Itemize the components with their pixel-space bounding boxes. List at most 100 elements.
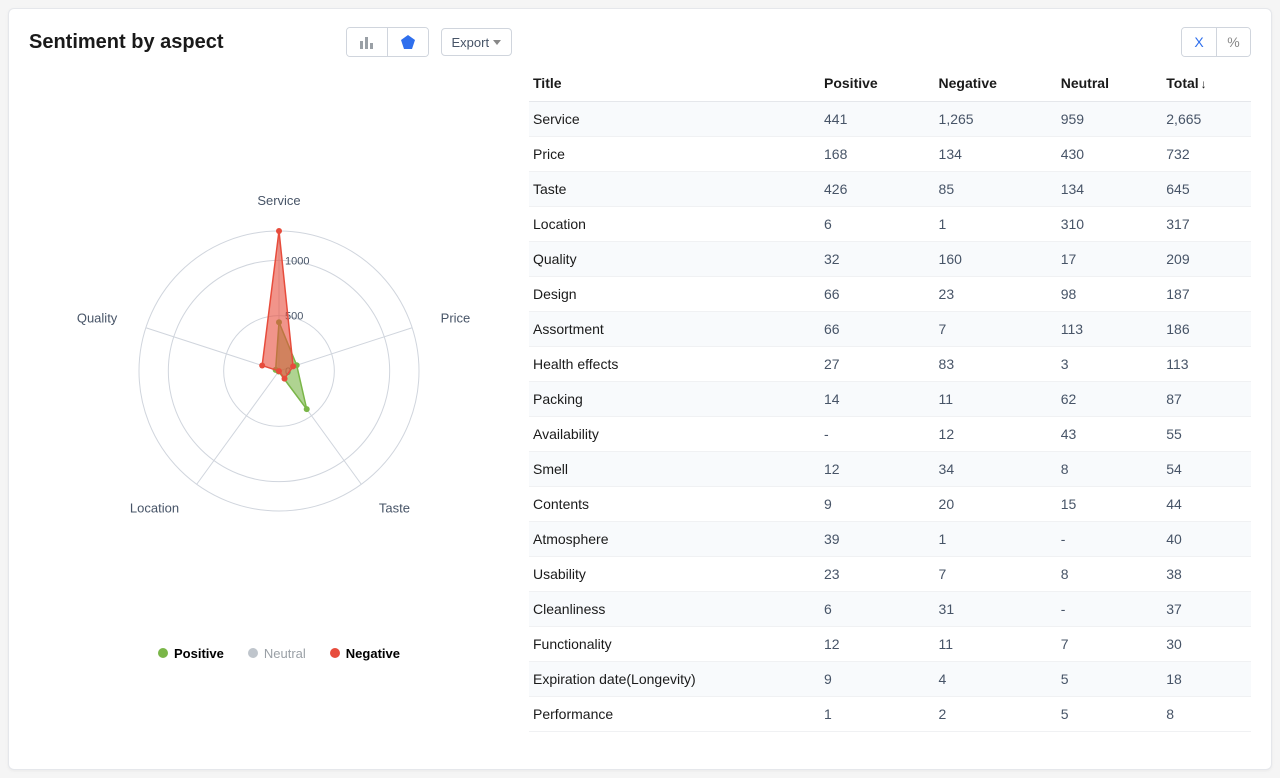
table-row[interactable]: Availability-124355	[529, 417, 1251, 452]
table-row[interactable]: Usability237838	[529, 557, 1251, 592]
column-header-neutral[interactable]: Neutral	[1053, 65, 1159, 102]
card-title: Sentiment by aspect	[29, 31, 224, 54]
radar-axis-label: Location	[130, 500, 179, 515]
column-header-positive[interactable]: Positive	[816, 65, 931, 102]
table-row[interactable]: Performance1258	[529, 697, 1251, 732]
cell-negative: 31	[931, 592, 1053, 627]
cell-title: Functionality	[529, 627, 816, 662]
radar-point	[276, 368, 282, 374]
export-label: Export	[452, 35, 490, 50]
table-row[interactable]: Expiration date(Longevity)94518	[529, 662, 1251, 697]
cell-positive: 32	[816, 242, 931, 277]
radar-point	[259, 362, 265, 368]
table-row[interactable]: Contents9201544	[529, 487, 1251, 522]
column-header-negative[interactable]: Negative	[931, 65, 1053, 102]
radar-chart-button[interactable]	[387, 28, 428, 56]
cell-negative: 1	[931, 522, 1053, 557]
cell-total: 732	[1158, 137, 1251, 172]
cell-total: 2,665	[1158, 102, 1251, 137]
bar-chart-button[interactable]	[347, 28, 387, 56]
cell-positive: 9	[816, 487, 931, 522]
cell-negative: 160	[931, 242, 1053, 277]
radar-series-negative	[262, 231, 293, 379]
cell-total: 40	[1158, 522, 1251, 557]
cell-title: Quality	[529, 242, 816, 277]
table-row[interactable]: Assortment667113186	[529, 312, 1251, 347]
cell-neutral: 5	[1053, 697, 1159, 732]
radar-chart-icon	[400, 34, 416, 50]
table-row[interactable]: Health effects27833113	[529, 347, 1251, 382]
cell-total: 44	[1158, 487, 1251, 522]
table-row[interactable]: Design662398187	[529, 277, 1251, 312]
cell-total: 186	[1158, 312, 1251, 347]
cell-negative: 83	[931, 347, 1053, 382]
cell-total: 54	[1158, 452, 1251, 487]
table-body: Service4411,2659592,665Price168134430732…	[529, 102, 1251, 732]
display-toggle: X %	[1181, 27, 1251, 57]
table-row[interactable]: Packing14116287	[529, 382, 1251, 417]
column-header-total[interactable]: Total↓	[1158, 65, 1251, 102]
cell-title: Cleanliness	[529, 592, 816, 627]
cell-title: Expiration date(Longevity)	[529, 662, 816, 697]
radar-ring-label: 1000	[285, 255, 309, 267]
cell-neutral: -	[1053, 522, 1159, 557]
table-row[interactable]: Functionality1211730	[529, 627, 1251, 662]
cell-negative: 23	[931, 277, 1053, 312]
legend-item-neutral[interactable]: Neutral	[248, 646, 306, 661]
chart-legend: Positive Neutral Negative	[158, 646, 400, 661]
table-row[interactable]: Price168134430732	[529, 137, 1251, 172]
cell-negative: 1,265	[931, 102, 1053, 137]
cell-negative: 1	[931, 207, 1053, 242]
cell-total: 187	[1158, 277, 1251, 312]
cell-negative: 11	[931, 627, 1053, 662]
cell-total: 55	[1158, 417, 1251, 452]
table-row[interactable]: Service4411,2659592,665	[529, 102, 1251, 137]
cell-negative: 7	[931, 312, 1053, 347]
cell-neutral: 5	[1053, 662, 1159, 697]
table-row[interactable]: Smell1234854	[529, 452, 1251, 487]
cell-title: Design	[529, 277, 816, 312]
cell-total: 209	[1158, 242, 1251, 277]
cell-positive: 6	[816, 207, 931, 242]
table-row[interactable]: Quality3216017209	[529, 242, 1251, 277]
cell-positive: 9	[816, 662, 931, 697]
cell-positive: 426	[816, 172, 931, 207]
percent-toggle-button[interactable]: %	[1216, 28, 1250, 56]
cell-title: Availability	[529, 417, 816, 452]
radar-point	[282, 375, 288, 381]
radar-point	[304, 406, 310, 412]
legend-dot	[330, 648, 340, 658]
table-row[interactable]: Cleanliness631-37	[529, 592, 1251, 627]
cell-negative: 11	[931, 382, 1053, 417]
cell-neutral: 134	[1053, 172, 1159, 207]
cell-total: 113	[1158, 347, 1251, 382]
table-row[interactable]: Location61310317	[529, 207, 1251, 242]
cell-positive: 12	[816, 627, 931, 662]
legend-item-positive[interactable]: Positive	[158, 646, 224, 661]
cell-title: Price	[529, 137, 816, 172]
table-row[interactable]: Atmosphere391-40	[529, 522, 1251, 557]
cell-negative: 134	[931, 137, 1053, 172]
column-header-title[interactable]: Title	[529, 65, 816, 102]
radar-point	[276, 228, 282, 234]
radar-axis-label: Quality	[77, 310, 118, 325]
cell-total: 30	[1158, 627, 1251, 662]
cell-positive: 1	[816, 697, 931, 732]
legend-dot	[248, 648, 258, 658]
export-button[interactable]: Export	[441, 28, 513, 56]
cell-negative: 7	[931, 557, 1053, 592]
cell-positive: 39	[816, 522, 931, 557]
table-row[interactable]: Taste42685134645	[529, 172, 1251, 207]
cell-title: Health effects	[529, 347, 816, 382]
table-header-row: TitlePositiveNegativeNeutralTotal↓	[529, 65, 1251, 102]
radar-axis-label: Service	[257, 193, 300, 208]
cell-neutral: 17	[1053, 242, 1159, 277]
cell-negative: 12	[931, 417, 1053, 452]
cell-neutral: 62	[1053, 382, 1159, 417]
x-toggle-button[interactable]: X	[1182, 28, 1216, 56]
cell-title: Packing	[529, 382, 816, 417]
cell-negative: 2	[931, 697, 1053, 732]
cell-neutral: 430	[1053, 137, 1159, 172]
legend-item-negative[interactable]: Negative	[330, 646, 400, 661]
sentiment-table: TitlePositiveNegativeNeutralTotal↓ Servi…	[529, 65, 1251, 732]
